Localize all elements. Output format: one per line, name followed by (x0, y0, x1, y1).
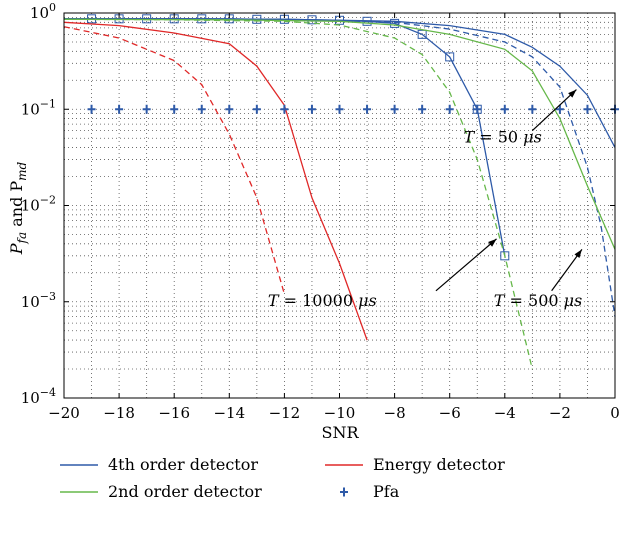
x-tick-labels: −20 −18 −16 −14 −12 −10 −8 −6 −4 −2 0 (48, 404, 619, 422)
annotation-arrow (435, 238, 497, 292)
pfa-marker (307, 104, 316, 114)
grid (64, 13, 615, 398)
x-tick-label: −2 (549, 404, 571, 422)
annotation-label: T = 500 μs (494, 291, 583, 310)
square-marker (197, 14, 207, 24)
x-tick-label: −16 (158, 404, 190, 422)
legend-item: Energy detector (325, 455, 505, 474)
pfa-marker (555, 104, 564, 114)
legend-swatch (340, 487, 348, 497)
annotation-arrow (551, 249, 583, 292)
pfa-marker (225, 104, 234, 114)
square-marker (142, 14, 152, 24)
annotation-arrowhead (574, 249, 582, 259)
y-tick-label: 10−4 (21, 386, 56, 407)
pfa-marker (418, 104, 427, 114)
series-2nd-t10000-line (63, 18, 533, 370)
pfa-marker (390, 104, 399, 114)
annotation-arrow (531, 89, 577, 132)
x-tick-label: −10 (324, 404, 356, 422)
y-axis-label: Pfa and Pmd (7, 161, 29, 255)
x-tick-label: −4 (494, 404, 516, 422)
square-marker (307, 15, 317, 25)
y-tick-labels: 100 10−1 10−2 10−3 10−4 (21, 1, 56, 407)
pfa-marker (335, 104, 344, 114)
pfa-marker (363, 104, 372, 114)
x-tick-label: −8 (384, 404, 406, 422)
annotations: T = 50 μs T = 10000 μs T = 500 μs (268, 89, 583, 310)
tick-marks (63, 12, 616, 399)
y-tick-label: 10−1 (21, 97, 56, 118)
legend: 4th order detector Energy detector 2nd ord… (60, 455, 505, 501)
pfa-marker (170, 104, 179, 114)
pfa-marker (445, 104, 454, 114)
pfa-marker (528, 104, 537, 114)
pfa-marker (197, 104, 206, 114)
square-marker (445, 52, 455, 62)
legend-label: 2nd order detector (108, 482, 262, 501)
x-axis-label: SNR (321, 423, 359, 442)
series-pfa (87, 104, 619, 114)
square-marker (390, 18, 400, 28)
y-label-sub-md: md (15, 161, 29, 180)
annotation-arrowhead (568, 89, 577, 98)
y-tick-label: 100 (30, 1, 56, 22)
x-tick-label: −12 (269, 404, 301, 422)
series-4th-t10000-line (64, 18, 506, 256)
annotation-arrowhead (488, 238, 497, 247)
y-label-and: and P (7, 181, 26, 232)
pfa-marker (473, 104, 482, 114)
legend-item: 2nd order detector (60, 482, 262, 501)
y-tick-label: 10−2 (21, 194, 56, 215)
series-energy-t500-line (63, 26, 286, 295)
x-tick-label: −14 (213, 404, 245, 422)
legend-label: 4th order detector (108, 455, 258, 474)
legend-item: Pfa (340, 482, 400, 501)
series-group (63, 14, 619, 370)
pfa-marker (115, 104, 124, 114)
y-label-p: P (7, 243, 26, 255)
x-tick-label: −18 (103, 404, 135, 422)
legend-item: 4th order detector (60, 455, 258, 474)
x-tick-label: −20 (48, 404, 80, 422)
pfa-marker (87, 104, 96, 114)
annotation-label: T = 50 μs (463, 128, 541, 147)
pfa-marker (583, 104, 592, 114)
x-tick-label: 0 (610, 404, 619, 422)
y-tick-label: 10−3 (21, 290, 56, 311)
legend-label: Energy detector (373, 455, 505, 474)
pfa-marker (500, 104, 509, 114)
pfa-marker (252, 104, 261, 114)
square-marker (252, 14, 262, 24)
series-2nd-t50-line (63, 18, 616, 250)
legend-label: Pfa (373, 482, 400, 501)
pfa-marker (142, 104, 151, 114)
square-marker (500, 251, 510, 261)
y-label-sub-fa: fa (15, 232, 29, 245)
x-tick-label: −6 (439, 404, 461, 422)
annotation-label: T = 10000 μs (268, 291, 377, 310)
square-marker (362, 16, 372, 26)
series-energy-t50-line (63, 21, 368, 341)
pfa-marker (280, 104, 289, 114)
